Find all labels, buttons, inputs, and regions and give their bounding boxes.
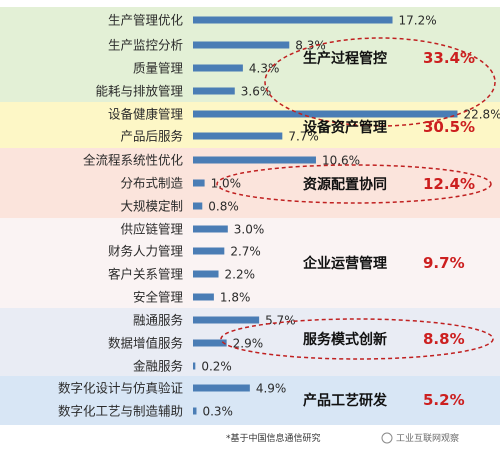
category-label: 客户关系管理 — [108, 267, 184, 282]
group-percent: 9.7% — [423, 254, 465, 272]
value-label: 2.7% — [230, 245, 261, 259]
category-label: 供应链管理 — [120, 222, 183, 237]
category-label: 生产管理优化 — [108, 13, 184, 28]
group-name: 设备资产管理 — [303, 119, 387, 136]
value-label: 4.9% — [256, 382, 287, 396]
bar — [193, 407, 197, 415]
bar — [193, 339, 227, 347]
bar — [193, 362, 196, 370]
value-label: 1.0% — [211, 177, 242, 191]
value-label: 17.2% — [399, 14, 437, 28]
value-label: 0.3% — [202, 405, 233, 419]
value-label: 5.7% — [265, 314, 296, 328]
category-labels: 生产管理优化生产监控分析质量管理能耗与排放管理设备健康管理产品后服务全流程系统性… — [58, 13, 184, 419]
value-label: 1.8% — [220, 291, 251, 305]
value-label: 22.8% — [463, 108, 500, 122]
group-percent: 30.5% — [423, 118, 475, 136]
group-percent: 5.2% — [423, 391, 465, 409]
bar — [193, 247, 225, 255]
value-label: 2.9% — [233, 337, 264, 351]
watermark-text: 工业互联网观察 — [396, 432, 459, 444]
value-label: 7.7% — [288, 130, 319, 144]
category-label: 全流程系统性优化 — [83, 153, 184, 168]
group-percent: 8.8% — [423, 330, 465, 348]
group-percent: 12.4% — [423, 175, 475, 193]
group-name: 生产过程管控 — [303, 50, 387, 67]
bar — [193, 41, 290, 49]
bar — [193, 179, 205, 187]
value-label: 3.6% — [241, 85, 272, 99]
watermark: 工业互联网观察 — [381, 432, 459, 444]
bar — [193, 87, 235, 95]
bar-series — [193, 16, 458, 415]
bar — [193, 225, 228, 233]
category-label: 融通服务 — [133, 313, 183, 328]
value-label: 2.2% — [225, 268, 256, 282]
group-name: 产品工艺研发 — [303, 392, 388, 409]
group-bands — [0, 7, 500, 425]
highlight-oval — [264, 37, 496, 127]
group-name: 企业运营管理 — [302, 255, 387, 272]
value-label: 4.3% — [249, 62, 280, 76]
category-label: 数字化设计与仿真验证 — [58, 381, 184, 396]
category-label: 安全管理 — [133, 290, 184, 305]
bar — [193, 156, 316, 164]
bar — [193, 64, 243, 72]
group-percent: 33.4% — [423, 49, 475, 67]
category-label: 生产监控分析 — [108, 38, 183, 53]
value-label: 0.8% — [208, 200, 239, 214]
group-name: 服务模式创新 — [303, 331, 387, 348]
category-label: 金融服务 — [133, 359, 183, 374]
value-label: 3.0% — [234, 223, 264, 237]
bar — [193, 384, 250, 392]
bar — [193, 270, 219, 278]
bar — [193, 132, 283, 140]
category-label: 质量管理 — [133, 61, 184, 76]
group-band — [0, 102, 500, 148]
highlight-oval — [216, 164, 492, 204]
category-label: 大规模定制 — [120, 199, 183, 214]
group-band — [0, 218, 500, 308]
bar — [193, 293, 214, 301]
category-label: 分布式制造 — [120, 176, 183, 191]
watermark-logo-icon — [381, 432, 393, 444]
highlight-oval — [220, 318, 494, 360]
category-label: 设备健康管理 — [108, 107, 184, 122]
category-label: 数字化工艺与制造辅助 — [58, 404, 183, 419]
category-label: 财务人力管理 — [108, 244, 184, 259]
value-label: 0.2% — [201, 360, 232, 374]
group-band — [0, 376, 500, 425]
bar — [193, 316, 260, 324]
highlight-ovals — [216, 37, 496, 360]
category-label: 能耗与排放管理 — [95, 84, 183, 99]
bar — [193, 110, 458, 118]
group-name: 资源配置协同 — [303, 176, 387, 193]
category-label: 产品后服务 — [120, 129, 183, 144]
bar — [193, 202, 203, 210]
bar — [193, 16, 393, 24]
group-labels: 生产过程管控 33.4% 设备资产管理 30.5% 资源配置协同 12.4% 企业运营管理 9… — [302, 49, 475, 409]
value-label: 10.6% — [322, 154, 360, 168]
footnote: *基于中国信息通信研究 — [226, 432, 321, 444]
category-label: 数据增值服务 — [108, 336, 183, 351]
